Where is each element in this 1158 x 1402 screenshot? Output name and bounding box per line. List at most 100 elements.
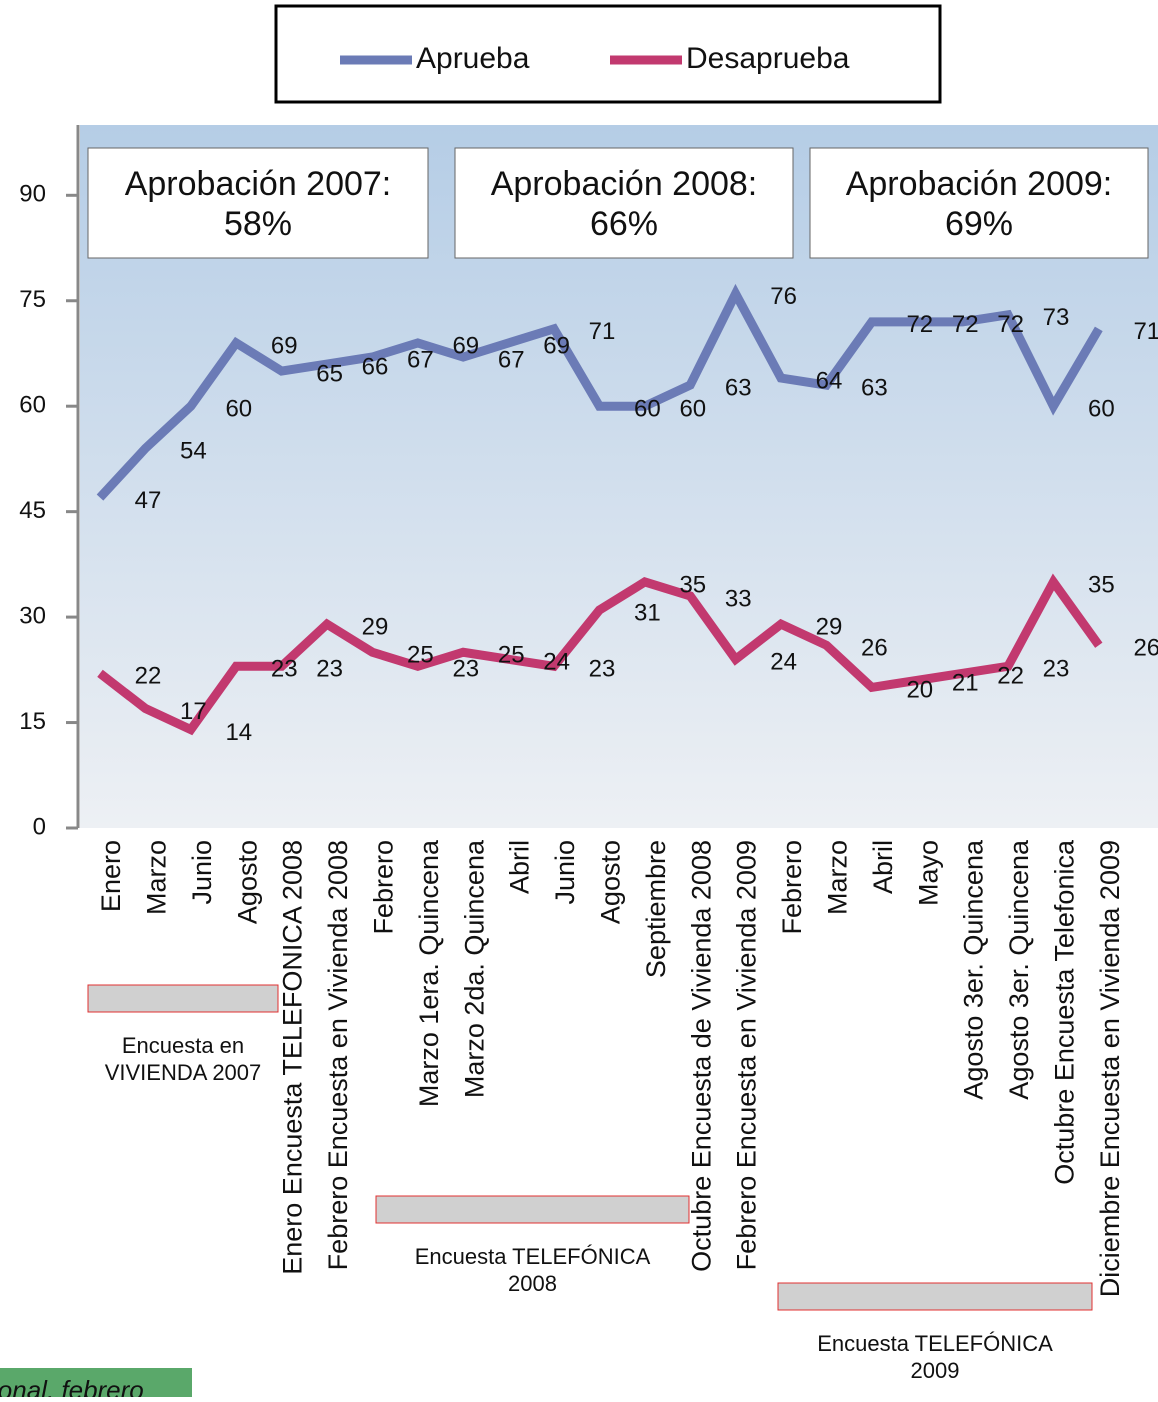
- data-label: 33: [725, 585, 752, 612]
- data-label: 72: [906, 311, 933, 338]
- data-label: 60: [225, 396, 252, 423]
- data-label: 24: [770, 649, 797, 676]
- annotation-box: [87, 147, 429, 259]
- annotation-box: [809, 147, 1149, 259]
- data-label: 63: [725, 374, 752, 401]
- note-bar: [777, 1282, 1093, 1311]
- data-label: 23: [1043, 656, 1070, 683]
- y-tick-label: 75: [19, 286, 46, 313]
- data-label: 14: [225, 719, 252, 746]
- note-bar: [375, 1195, 690, 1224]
- data-label: 67: [498, 346, 525, 373]
- data-label: 21: [952, 670, 979, 697]
- data-label: 29: [816, 613, 843, 640]
- annotation-text: 58%: [224, 205, 292, 243]
- x-tick-label: Mayo: [913, 840, 943, 906]
- data-label: 22: [135, 663, 162, 690]
- data-label: 71: [1133, 318, 1158, 345]
- x-tick-label: Febrero: [369, 840, 399, 935]
- series-line: [96, 283, 1103, 501]
- x-tick-label: Febrero: [777, 840, 807, 935]
- x-tick-label: Marzo 1era. Quincena: [414, 839, 444, 1107]
- x-tick-label: Junio: [187, 840, 217, 905]
- x-tick-label: Agosto 3er. Quincena: [1004, 839, 1034, 1100]
- data-label: 73: [1043, 304, 1070, 331]
- series-line: [97, 573, 1103, 736]
- data-label: 64: [816, 367, 843, 394]
- data-label: 65: [316, 360, 343, 387]
- x-tick-label: Junio: [550, 840, 580, 905]
- data-label: 69: [543, 332, 570, 359]
- note-text: Encuesta TELEFÓNICA: [817, 1331, 1053, 1356]
- note-text: 2008: [508, 1271, 557, 1296]
- x-tick-label: Abril: [868, 840, 898, 894]
- note-text: Encuesta en: [122, 1033, 244, 1058]
- x-tick-label: Marzo: [823, 840, 853, 915]
- annotation-text: Aprobación 2007:: [125, 165, 392, 203]
- data-label: 23: [452, 656, 479, 683]
- footer-box: [0, 1368, 192, 1397]
- data-label: 35: [679, 571, 706, 598]
- data-label: 60: [679, 396, 706, 423]
- note-text: Encuesta TELEFÓNICA: [415, 1244, 651, 1269]
- data-label: 26: [1133, 635, 1158, 662]
- x-tick-label: Agosto: [232, 840, 262, 924]
- y-tick-label: 90: [19, 181, 46, 208]
- annotation-text: Aprobación 2009:: [846, 165, 1113, 203]
- data-label: 71: [589, 318, 616, 345]
- legend-label: Desaprueba: [686, 42, 850, 75]
- data-label: 60: [634, 396, 661, 423]
- data-label: 23: [271, 656, 298, 683]
- data-label: 72: [952, 311, 979, 338]
- x-tick-label: Enero: [96, 840, 126, 912]
- legend: [274, 4, 942, 104]
- x-tick-label: Octubre Encuesta Telefonica: [1050, 839, 1080, 1185]
- annotation-box: [454, 147, 794, 259]
- data-label: 29: [362, 613, 389, 640]
- data-label: 35: [1088, 571, 1115, 598]
- note-text: VIVIENDA 2007: [105, 1060, 262, 1085]
- data-label: 20: [906, 677, 933, 704]
- annotation-text: 66%: [590, 205, 658, 243]
- footer-text: ional, febrero: [0, 1375, 144, 1397]
- x-tick-label: Diciembre Encuesta en Vivienda 2009: [1095, 840, 1125, 1297]
- data-label: 24: [543, 649, 570, 676]
- data-label: 54: [180, 438, 207, 465]
- data-label: 25: [407, 642, 434, 669]
- data-label: 25: [498, 642, 525, 669]
- x-tick-label: Febrero Encuesta en Vivienda 2009: [732, 840, 762, 1270]
- x-tick-label: Septiembre: [641, 840, 671, 978]
- x-tick-label: Marzo: [142, 840, 172, 915]
- data-label: 31: [634, 599, 661, 626]
- x-tick-label: Octubre Encuesta de Vivienda 2008: [686, 840, 716, 1272]
- legend-label: Aprueba: [416, 42, 530, 75]
- annotation-text: 69%: [945, 205, 1013, 243]
- annotation-text: Aprobación 2008:: [491, 165, 758, 203]
- y-tick-label: 15: [19, 708, 46, 735]
- note-bar: [87, 984, 279, 1013]
- data-label: 76: [770, 283, 797, 310]
- data-label: 26: [861, 635, 888, 662]
- y-tick-label: 30: [19, 602, 46, 629]
- x-tick-label: Agosto 3er. Quincena: [959, 839, 989, 1100]
- y-tick-label: 60: [19, 392, 46, 419]
- x-tick-label: Abril: [505, 840, 535, 894]
- data-label: 69: [271, 332, 298, 359]
- x-tick-label: Agosto: [596, 840, 626, 924]
- x-tick-label: Febrero Encuesta en Vivienda 2008: [323, 840, 353, 1270]
- data-label: 72: [997, 311, 1024, 338]
- data-label: 63: [861, 374, 888, 401]
- y-tick-label: 45: [19, 497, 46, 524]
- data-label: 69: [452, 332, 479, 359]
- data-label: 66: [362, 353, 389, 380]
- data-label: 67: [407, 346, 434, 373]
- data-label: 22: [997, 663, 1024, 690]
- data-label: 47: [135, 487, 162, 514]
- data-label: 23: [316, 656, 343, 683]
- y-tick-label: 0: [33, 813, 46, 840]
- data-label: 60: [1088, 396, 1115, 423]
- data-label: 23: [589, 656, 616, 683]
- x-tick-label: Enero Encuesta TELEFONICA 2008: [278, 840, 308, 1275]
